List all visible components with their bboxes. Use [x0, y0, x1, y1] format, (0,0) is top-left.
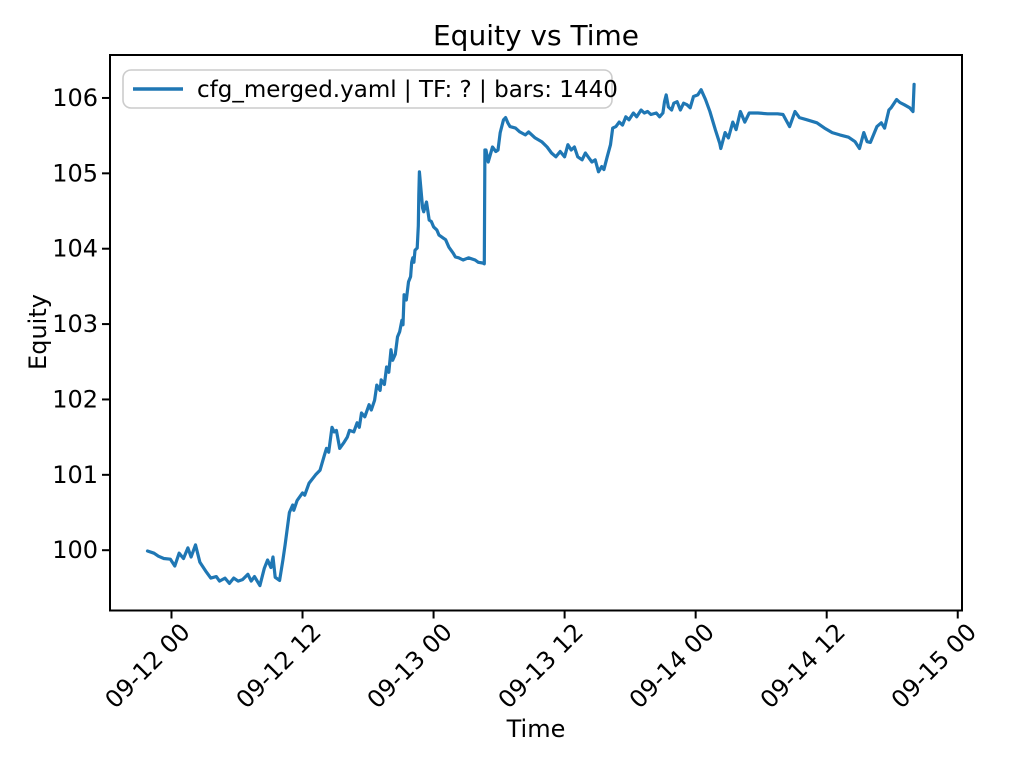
x-tick-label: 09-13 12 — [493, 618, 589, 714]
legend-box — [122, 69, 613, 109]
y-tick-label: 104 — [52, 235, 98, 263]
series-layer — [145, 82, 916, 588]
x-tick-label: 09-12 12 — [231, 618, 327, 714]
y-tick-label: 106 — [52, 84, 98, 112]
y-tick-label: 101 — [52, 461, 98, 489]
y-tick-label: 105 — [52, 159, 98, 187]
y-axis-label: Equity — [24, 294, 52, 370]
x-tick-label: 09-12 00 — [100, 618, 196, 714]
ticks-layer: 100 101 102 103 104 105 106 09-12 00 09-12 12 09-… — [52, 84, 982, 714]
equity-line-series — [145, 82, 916, 588]
x-tick-label: 09-13 00 — [362, 618, 458, 714]
y-tick-label: 102 — [52, 385, 98, 413]
x-tick-label: 09-14 00 — [624, 618, 720, 714]
chart-title: Equity vs Time — [433, 19, 639, 52]
plot-border — [109, 54, 963, 612]
y-tick-label: 103 — [52, 310, 98, 338]
x-tick-label: 09-15 00 — [886, 618, 982, 714]
legend: cfg_merged.yaml | TF: ? | bars: 1440 — [122, 69, 618, 109]
y-tick-label: 100 — [52, 536, 98, 564]
x-axis-label: Time — [506, 715, 566, 743]
x-tick-label: 09-14 12 — [755, 618, 851, 714]
legend-label: cfg_merged.yaml | TF: ? | bars: 1440 — [197, 77, 618, 103]
